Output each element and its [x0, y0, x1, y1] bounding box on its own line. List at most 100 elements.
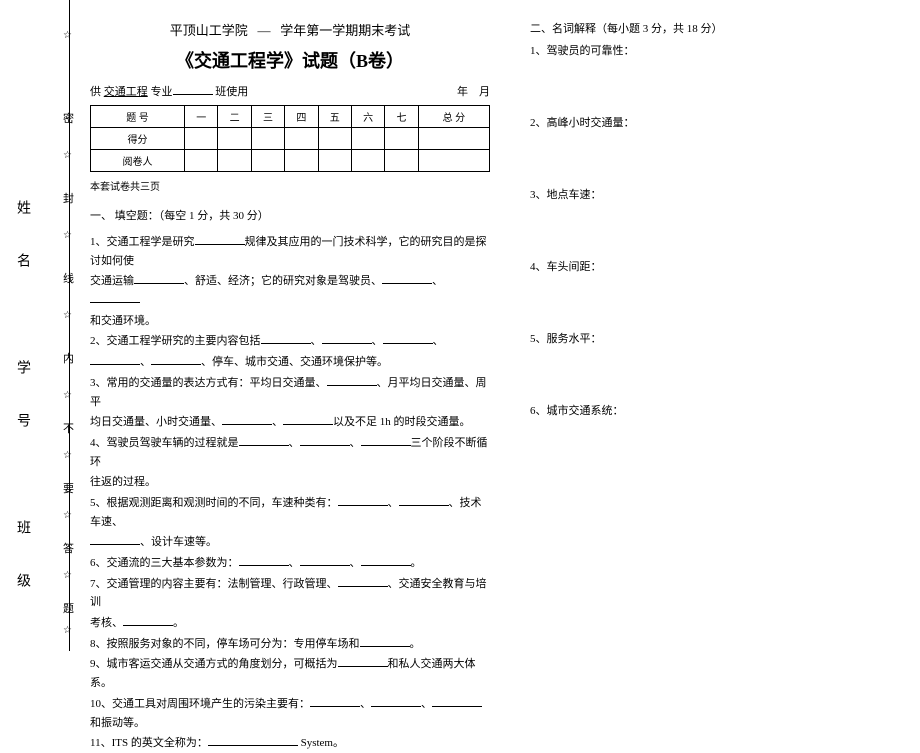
question-9: 9、城市客运交通从交通方式的角度划分，可概括为和私人交通两大体系。	[90, 655, 490, 692]
question-7: 7、交通管理的内容主要有：法制管理、行政管理、、交通安全教育与培训	[90, 575, 490, 612]
cell	[318, 150, 351, 172]
th: 二	[218, 106, 251, 128]
blank	[239, 555, 289, 566]
table-row: 得分	[91, 128, 490, 150]
cell	[185, 128, 218, 150]
blank	[208, 735, 298, 746]
th: 总 分	[418, 106, 489, 128]
question-7b: 考核、。	[90, 614, 490, 633]
blank	[261, 333, 311, 344]
star-icon: ☆	[63, 510, 72, 521]
question-2: 2、交通工程学研究的主要内容包括、、、	[90, 332, 490, 351]
th: 七	[385, 106, 418, 128]
cell	[251, 128, 284, 150]
blank	[123, 615, 173, 626]
q-text: 以及不足 1h 的时段交通量。	[333, 416, 471, 428]
cell	[351, 150, 384, 172]
q-text: 4、驾驶员驾驶车辆的过程就是	[90, 437, 239, 449]
q-text: 交通运输	[90, 275, 134, 287]
q-text: 9、城市客运交通从交通方式的角度划分，可概括为	[90, 658, 338, 670]
q-text: 、停车、城市交通、交通环境保护等。	[201, 356, 388, 368]
blank	[90, 292, 140, 303]
cell	[218, 128, 251, 150]
question-11: 11、ITS 的英文全称为： System。	[90, 734, 490, 753]
section-2-title: 二、名词解释（每小题 3 分，共 18 分）	[530, 20, 900, 36]
q-text: 2、交通工程学研究的主要内容包括	[90, 335, 261, 347]
blank	[399, 495, 449, 506]
th: 一	[185, 106, 218, 128]
binding-label-name: 姓 名	[12, 200, 32, 279]
seal-char: 要	[63, 480, 74, 496]
blank	[283, 414, 333, 425]
cell	[418, 150, 489, 172]
major-text: 交通工程	[104, 86, 148, 98]
q-text: 1、交通工程学是研究	[90, 236, 195, 248]
table-row: 阅卷人	[91, 150, 490, 172]
seal-char: 内	[63, 350, 74, 366]
th: 五	[318, 106, 351, 128]
seal-char: 不	[63, 420, 74, 436]
left-panel: 平顶山工学院 — 学年第一学期期末考试 《交通工程学》试题（B卷） 供 交通工程…	[90, 20, 510, 641]
question-5: 5、根据观测距离和观测时间的不同，车速种类有：、、技术车速、	[90, 494, 490, 531]
cell	[285, 128, 318, 150]
class-suffix: 班使用	[215, 86, 248, 98]
blank	[338, 656, 388, 667]
cell	[385, 128, 418, 150]
blank	[327, 375, 377, 386]
blank	[361, 555, 411, 566]
exam-header: 平顶山工学院 — 学年第一学期期末考试	[90, 20, 490, 39]
q-text: 考核、	[90, 617, 123, 629]
th: 三	[251, 106, 284, 128]
star-icon: ☆	[63, 390, 72, 401]
q-text: 和振动等。	[90, 717, 145, 729]
th: 题 号	[91, 106, 185, 128]
blank	[322, 333, 372, 344]
term-item-6: 6、城市交通系统：	[530, 402, 900, 418]
major-suffix: 专业	[151, 86, 173, 98]
term-item-3: 3、地点车速：	[530, 186, 900, 202]
blank	[338, 495, 388, 506]
supply-line: 供 交通工程 专业 班使用 年 月	[90, 83, 490, 99]
question-3: 3、常用的交通量的表达方式有：平均日交通量、、月平均日交通量、周平	[90, 374, 490, 411]
blank	[90, 534, 140, 545]
blank	[338, 576, 388, 587]
cell	[418, 128, 489, 150]
blank	[90, 354, 140, 365]
star-icon: ☆	[63, 150, 72, 161]
page-note: 本套试卷共三页	[90, 178, 490, 193]
star-icon: ☆	[63, 230, 72, 241]
question-4b: 往返的过程。	[90, 473, 490, 492]
seal-char: 题	[63, 600, 74, 616]
school-name: 平顶山工学院	[170, 23, 248, 38]
blank	[239, 435, 289, 446]
seal-char: 封	[63, 190, 74, 206]
cell	[351, 128, 384, 150]
blank	[361, 435, 411, 446]
term-text: 学年第一学期期末考试	[280, 23, 410, 38]
term-item-1: 1、驾驶员的可靠性：	[530, 42, 900, 58]
blank	[371, 696, 421, 707]
seal-char: 线	[63, 270, 74, 286]
score-table: 题 号 一 二 三 四 五 六 七 总 分 得分 阅卷人	[90, 105, 490, 172]
q-text: System。	[301, 737, 344, 749]
year-label: 年	[457, 86, 468, 98]
blank	[151, 354, 201, 365]
cell	[385, 150, 418, 172]
cell	[318, 128, 351, 150]
section-1-title: 一、 填空题：（每空 1 分，共 30 分）	[90, 207, 490, 223]
blank	[382, 273, 432, 284]
question-1b: 交通运输、舒适、经济；它的研究对象是驾驶员、、	[90, 272, 490, 309]
q-text: 3、常用的交通量的表达方式有：平均日交通量、	[90, 377, 327, 389]
blank	[173, 84, 213, 95]
row-head: 阅卷人	[91, 150, 185, 172]
q-text: 11、ITS 的英文全称为：	[90, 737, 208, 749]
term-item-4: 4、车头间距：	[530, 258, 900, 274]
question-1c: 和交通环境。	[90, 312, 490, 331]
th: 六	[351, 106, 384, 128]
binding-column: 姓 名 学 号 班 级 ☆ 密 ☆ 封 ☆ 线 ☆ 内 ☆ 不 ☆ 要 ☆ 答 …	[0, 0, 70, 651]
cell	[218, 150, 251, 172]
question-5b: 、设计车速等。	[90, 533, 490, 552]
q-text: 均日交通量、小时交通量、	[90, 416, 222, 428]
q-text: 5、根据观测距离和观测时间的不同，车速种类有：	[90, 497, 338, 509]
blank	[310, 696, 360, 707]
